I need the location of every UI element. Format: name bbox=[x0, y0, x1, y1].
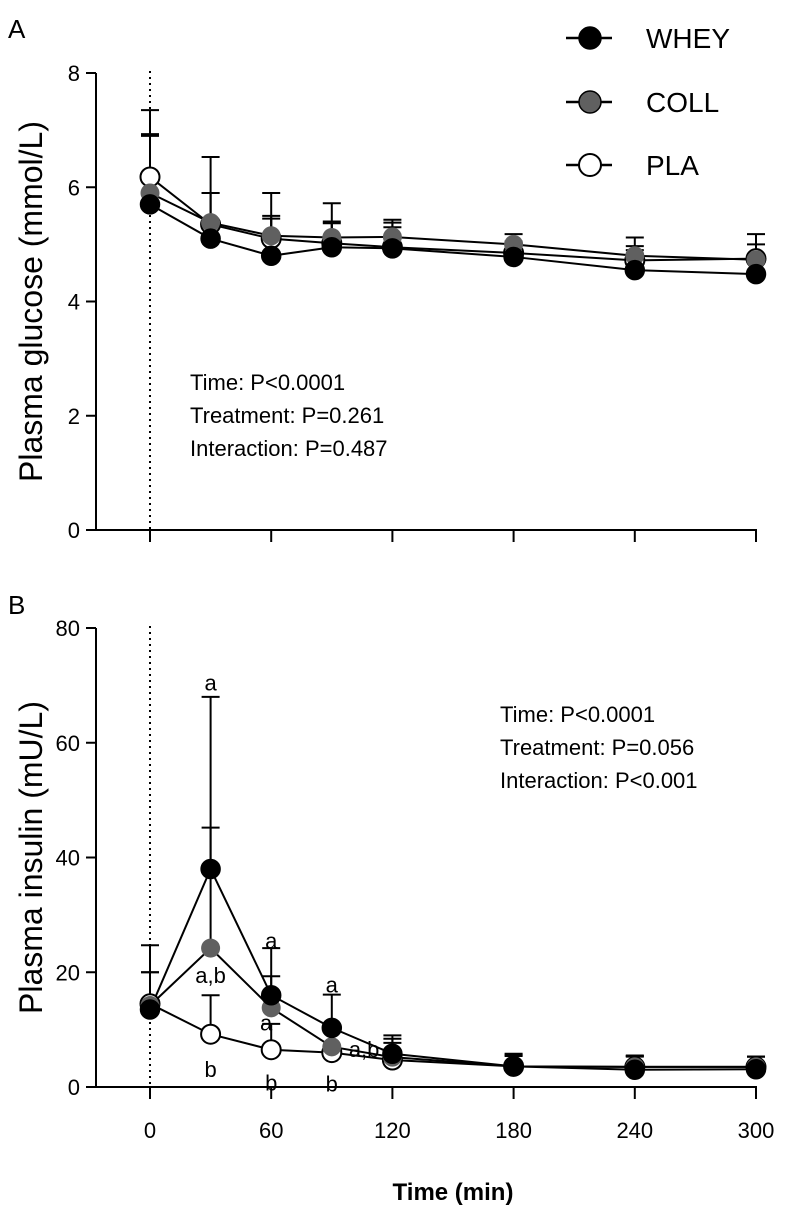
data-point-whey bbox=[260, 984, 282, 1006]
x-tick-label: 300 bbox=[738, 1118, 775, 1143]
legend: WHEY COLL PLA bbox=[566, 23, 730, 181]
legend-label: WHEY bbox=[646, 23, 730, 54]
data-point-whey bbox=[260, 245, 282, 267]
x-tick-label: 180 bbox=[495, 1118, 532, 1143]
data-point-whey bbox=[200, 228, 221, 249]
panel-b-insulin: B 0 20 40 60 80 0 60 120 180 240 300 Plasma insulin … bbox=[8, 590, 774, 1143]
stats-line: Interaction: P<0.001 bbox=[500, 768, 698, 793]
data-point-whey bbox=[321, 1017, 343, 1039]
y-tick-label: 2 bbox=[68, 404, 80, 429]
significance-label: b bbox=[204, 1057, 216, 1082]
legend-label: COLL bbox=[646, 87, 719, 118]
data-point-whey bbox=[200, 858, 221, 880]
legend-marker bbox=[578, 26, 602, 50]
significance-label: a,b bbox=[349, 1037, 380, 1062]
y-tick-label: 20 bbox=[56, 960, 80, 985]
stats-line: Treatment: P=0.056 bbox=[500, 735, 694, 760]
significance-label: a bbox=[204, 671, 217, 696]
data-point-whey bbox=[624, 1059, 646, 1081]
significance-label: a bbox=[265, 929, 278, 954]
series-line-whey bbox=[149, 866, 757, 1071]
x-tick-label: 0 bbox=[144, 1118, 156, 1143]
y-tick-label: 40 bbox=[56, 846, 80, 871]
y-tick-label: 0 bbox=[68, 1075, 80, 1100]
data-point-whey bbox=[503, 246, 524, 268]
data-point-whey bbox=[503, 1056, 524, 1077]
data-point-whey bbox=[624, 259, 646, 281]
x-tick-label: 60 bbox=[259, 1118, 283, 1143]
y-axis-title: Plasma glucose (mmol/L) bbox=[13, 121, 49, 482]
series-group bbox=[139, 109, 767, 285]
legend-marker bbox=[578, 153, 602, 177]
panel-label: B bbox=[8, 590, 25, 620]
y-tick-label: 60 bbox=[56, 731, 80, 756]
data-point-coll bbox=[322, 1037, 342, 1057]
y-axis-title: Plasma insulin (mU/L) bbox=[13, 701, 49, 1014]
series-line-coll bbox=[149, 946, 756, 1068]
significance-label: a,b bbox=[195, 963, 226, 988]
series-line-pla bbox=[149, 1002, 756, 1068]
data-point-whey bbox=[321, 236, 343, 258]
significance-label: b bbox=[265, 1070, 277, 1095]
data-point-whey bbox=[745, 263, 767, 285]
data-point-pla bbox=[200, 1023, 222, 1045]
significance-label: a bbox=[260, 1011, 273, 1036]
data-point-coll bbox=[625, 246, 645, 266]
legend-item-whey: WHEY bbox=[566, 23, 730, 54]
panel-a-glucose: A 0 2 4 6 8 Plasma glucose (mmol/L) Time: P<0.0… bbox=[8, 14, 767, 543]
data-point-pla bbox=[260, 1039, 282, 1061]
legend-item-pla: PLA bbox=[566, 150, 699, 181]
series-line-whey bbox=[149, 203, 757, 276]
stats-line: Treatment: P=0.261 bbox=[190, 403, 384, 428]
legend-marker bbox=[578, 90, 602, 114]
significance-label: b bbox=[326, 1072, 338, 1097]
data-point-whey bbox=[382, 238, 403, 259]
panel-label: A bbox=[8, 14, 26, 44]
data-point-coll bbox=[201, 213, 221, 233]
data-point-coll bbox=[746, 250, 766, 270]
stats-line: Time: P<0.0001 bbox=[190, 370, 345, 395]
significance-label: a bbox=[326, 972, 339, 997]
y-tick-label: 4 bbox=[68, 290, 80, 315]
legend-label: PLA bbox=[646, 150, 699, 181]
stats-line: Time: P<0.0001 bbox=[500, 702, 655, 727]
y-tick-label: 0 bbox=[68, 518, 80, 543]
x-axis-title: Time (min) bbox=[393, 1179, 514, 1206]
legend-item-coll: COLL bbox=[566, 87, 719, 118]
data-point-whey bbox=[139, 194, 161, 215]
y-tick-label: 8 bbox=[68, 61, 80, 86]
data-point-coll bbox=[261, 226, 281, 246]
series-group bbox=[139, 695, 767, 1081]
x-tick-label: 120 bbox=[374, 1118, 411, 1143]
x-tick-label: 240 bbox=[616, 1118, 653, 1143]
data-point-whey bbox=[139, 999, 161, 1020]
data-point-whey bbox=[382, 1043, 403, 1064]
y-tick-label: 80 bbox=[56, 616, 80, 641]
data-point-whey bbox=[745, 1058, 767, 1080]
stats-line: Interaction: P=0.487 bbox=[190, 436, 388, 461]
data-point-coll bbox=[201, 938, 221, 958]
y-tick-label: 6 bbox=[68, 175, 80, 200]
